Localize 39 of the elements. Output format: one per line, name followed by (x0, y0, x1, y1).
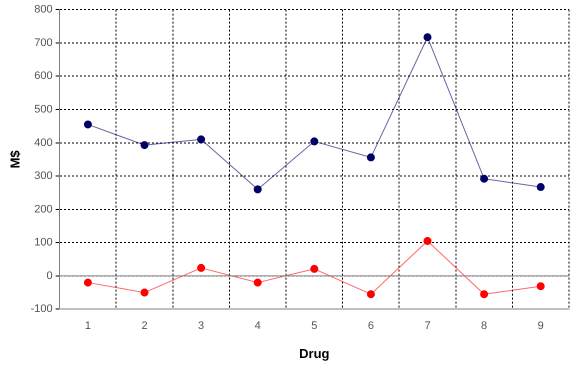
x-tick-label: 7 (424, 320, 431, 332)
point (366, 153, 375, 162)
point (424, 236, 432, 245)
x-tick-label: 9 (538, 320, 544, 332)
y-tick-label: 400 (34, 136, 53, 149)
y-tick-label: 0 (46, 270, 53, 282)
y-tick-label: 600 (34, 70, 53, 82)
point (140, 288, 149, 297)
y-tick-label: 700 (34, 36, 53, 49)
point (310, 137, 318, 146)
point (480, 174, 488, 183)
point (424, 33, 432, 42)
x-tick-label: 8 (481, 320, 488, 332)
point (536, 183, 545, 192)
point (310, 264, 318, 273)
x-tick-label: 6 (368, 320, 374, 332)
point (84, 120, 92, 128)
y-tick-label: 300 (34, 170, 53, 182)
point (254, 278, 262, 287)
y-axis-title: M$ (7, 150, 22, 168)
x-tick-label: 2 (141, 320, 148, 332)
point (140, 141, 149, 150)
x-tick-label: 5 (311, 320, 318, 332)
point (197, 135, 206, 144)
y-tick-label: 200 (34, 203, 53, 216)
y-tick-label: 500 (34, 104, 53, 116)
y-tick-label: 100 (34, 236, 53, 249)
point (254, 185, 262, 194)
point (480, 290, 488, 298)
x-tick-label: 1 (84, 320, 91, 332)
point (197, 264, 206, 272)
y-tick-label: 800 (34, 4, 53, 16)
y-tick-label: -100 (30, 303, 53, 316)
point (536, 282, 545, 290)
point (366, 290, 375, 298)
x-tick-label: 3 (198, 320, 204, 332)
point (84, 278, 92, 287)
x-axis-title: Drug (299, 346, 330, 361)
x-tick-label: 4 (254, 320, 261, 332)
